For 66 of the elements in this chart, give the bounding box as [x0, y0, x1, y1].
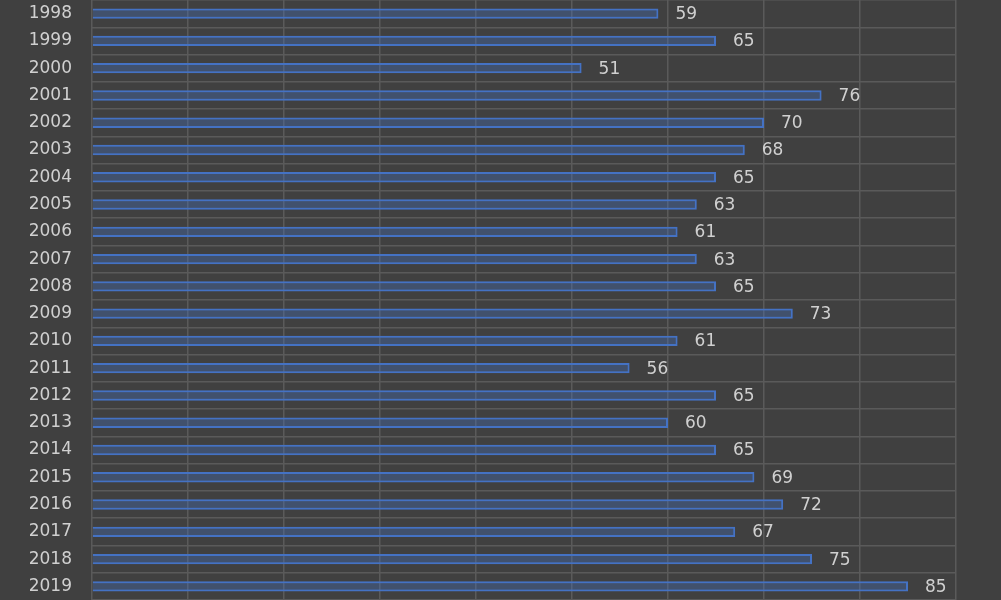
bar	[92, 35, 716, 47]
data-label: 60	[685, 412, 707, 433]
bar	[92, 581, 908, 592]
data-label: 65	[733, 166, 755, 187]
y-tick-label: 2000	[28, 56, 72, 77]
bar	[92, 281, 716, 292]
y-tick-label: 2014	[28, 438, 72, 459]
bar	[92, 308, 793, 319]
y-tick-label: 2012	[28, 383, 72, 404]
data-label: 72	[800, 493, 822, 514]
data-label: 73	[809, 303, 832, 324]
data-label: 61	[694, 330, 717, 351]
data-label: 67	[752, 521, 774, 542]
data-label: 65	[733, 275, 755, 296]
y-tick-label: 2013	[28, 411, 72, 432]
y-tick-label: 2001	[28, 83, 72, 104]
bar	[92, 335, 678, 347]
bar	[92, 226, 678, 237]
data-label: 65	[733, 439, 755, 460]
bar	[92, 253, 697, 265]
bar	[92, 363, 630, 374]
data-label: 85	[925, 575, 947, 596]
bar	[92, 63, 582, 74]
bar	[92, 172, 716, 183]
y-tick-label: 2006	[28, 220, 72, 241]
bar	[92, 472, 755, 483]
y-tick-label: 2010	[28, 329, 72, 350]
y-tick-label: 2011	[28, 356, 72, 377]
data-label: 63	[713, 248, 736, 269]
data-label: 56	[646, 357, 669, 378]
y-tick-label: 2018	[28, 547, 72, 568]
bar	[92, 90, 822, 101]
bar	[92, 390, 716, 401]
bar	[92, 117, 764, 128]
bar	[92, 199, 697, 210]
bar	[92, 8, 659, 19]
y-tick-label: 1999	[28, 29, 72, 50]
data-label: 61	[694, 221, 717, 242]
data-label: 70	[781, 112, 803, 133]
y-tick-label: 2004	[28, 165, 72, 186]
y-tick-label: 2003	[28, 138, 72, 159]
bar	[92, 499, 784, 510]
data-label: 65	[733, 384, 755, 405]
y-tick-label: 2008	[28, 274, 72, 295]
y-tick-label: 2016	[28, 492, 72, 513]
data-label: 59	[675, 3, 698, 24]
y-tick-label: 2002	[28, 111, 72, 132]
data-label: 51	[598, 57, 621, 78]
y-tick-label: 1998	[28, 2, 72, 23]
bar	[92, 526, 736, 537]
data-label: 65	[733, 30, 755, 51]
y-tick-label: 2017	[28, 520, 72, 541]
bar	[92, 417, 668, 428]
y-tick-label: 2015	[28, 465, 72, 486]
data-label: 69	[771, 466, 794, 487]
y-tick-label: 2005	[28, 192, 72, 213]
bar	[92, 553, 812, 565]
bar	[92, 444, 716, 456]
data-label: 63	[713, 193, 736, 214]
data-label: 75	[829, 548, 851, 569]
bar	[92, 144, 745, 156]
y-tick-label: 2009	[28, 302, 72, 323]
y-tick-label: 2007	[28, 247, 72, 268]
data-label: 76	[838, 84, 861, 105]
data-label: 68	[761, 139, 784, 160]
y-tick-label: 2019	[28, 574, 72, 595]
